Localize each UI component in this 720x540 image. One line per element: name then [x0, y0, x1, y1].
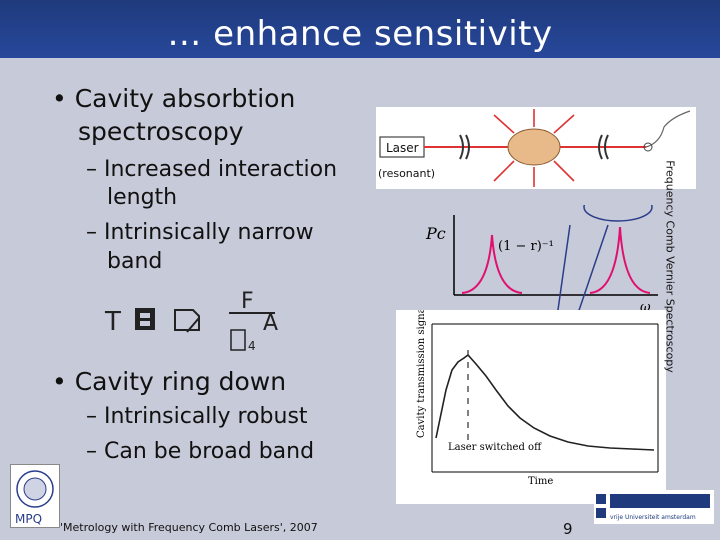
- side-label: Frequency Comb Vernier Spectroscopy: [663, 160, 677, 373]
- svg-text:T: T: [104, 307, 121, 337]
- cavity-x-label: ω: [640, 300, 651, 315]
- ringdown-x-label: Time: [528, 476, 553, 487]
- ring-down-figure: Cavity transmission signal Laser switche…: [396, 310, 666, 504]
- vu-logo: vrije Universiteit amsterdam: [594, 490, 714, 524]
- svg-text:F: F: [241, 289, 254, 314]
- ringdown-y-label: Cavity transmission signal: [416, 310, 427, 438]
- cavity-y-label: Pc: [425, 224, 446, 243]
- page-number: 9: [563, 520, 573, 538]
- cavity-resonance-figure: Pc (1 − r)⁻¹ ω: [425, 205, 658, 315]
- resonant-label: (resonant): [378, 167, 435, 180]
- laser-cavity-figure: Laser (resonant): [376, 107, 696, 189]
- footer-citation: 'Metrology with Frequency Comb Lasers', …: [60, 521, 318, 534]
- bullet-cavity-absorption-line2: spectroscopy: [78, 117, 244, 146]
- cavity-peak-label: (1 − r)⁻¹: [498, 239, 554, 254]
- mpq-logo: MPQ: [10, 464, 60, 528]
- formula-graphic: T F A 4: [104, 289, 278, 353]
- sub-broad-band: – Can be broad band: [86, 439, 315, 464]
- svg-text:4: 4: [248, 339, 256, 353]
- bullet-cavity-absorption: • Cavity absorbtion: [52, 84, 296, 113]
- sub-narrow-band-line2: band: [107, 249, 163, 274]
- vu-logo-text: vrije Universiteit amsterdam: [610, 514, 696, 521]
- sub-increased-interaction-line2: length: [107, 185, 178, 210]
- bullet-cavity-ring-down: • Cavity ring down: [52, 367, 287, 396]
- ringdown-annotation: Laser switched off: [448, 442, 542, 453]
- sub-increased-interaction: – Increased interaction: [86, 157, 338, 182]
- svg-text:A: A: [263, 311, 278, 336]
- mpq-logo-text: MPQ: [15, 512, 42, 526]
- slide-title: … enhance sensitivity: [167, 14, 553, 54]
- sub-intrinsically-robust: – Intrinsically robust: [86, 404, 308, 429]
- title-bar: [0, 0, 720, 58]
- sub-narrow-band: – Intrinsically narrow: [86, 220, 314, 245]
- laser-label: Laser: [386, 141, 419, 155]
